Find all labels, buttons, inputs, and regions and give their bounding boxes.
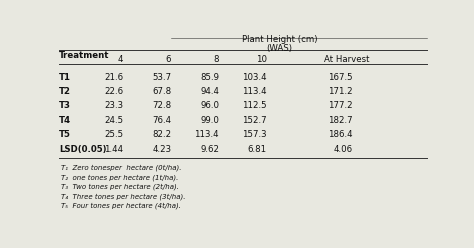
Text: 72.8: 72.8 bbox=[152, 101, 171, 110]
Text: 4.06: 4.06 bbox=[334, 145, 353, 154]
Text: Plant Height (cm): Plant Height (cm) bbox=[242, 34, 318, 44]
Text: T4: T4 bbox=[59, 116, 72, 125]
Text: Treatment: Treatment bbox=[59, 51, 110, 60]
Text: 21.6: 21.6 bbox=[104, 73, 124, 82]
Text: (WAS): (WAS) bbox=[267, 44, 292, 53]
Text: 4: 4 bbox=[118, 55, 124, 63]
Text: T₂  one tones per hectare (1t/ha).: T₂ one tones per hectare (1t/ha). bbox=[61, 174, 179, 181]
Text: 96.0: 96.0 bbox=[200, 101, 219, 110]
Text: 67.8: 67.8 bbox=[152, 87, 171, 96]
Text: 182.7: 182.7 bbox=[328, 116, 353, 125]
Text: T₄  Three tones per hectare (3t/ha).: T₄ Three tones per hectare (3t/ha). bbox=[61, 193, 186, 200]
Text: 10: 10 bbox=[256, 55, 267, 63]
Text: T3: T3 bbox=[59, 101, 71, 110]
Text: 177.2: 177.2 bbox=[328, 101, 353, 110]
Text: 9.62: 9.62 bbox=[200, 145, 219, 154]
Text: T₅  Four tones per hectare (4t/ha).: T₅ Four tones per hectare (4t/ha). bbox=[61, 203, 181, 209]
Text: T₃  Two tones per hectare (2t/ha).: T₃ Two tones per hectare (2t/ha). bbox=[61, 184, 179, 190]
Text: 22.6: 22.6 bbox=[104, 87, 124, 96]
Text: 8: 8 bbox=[214, 55, 219, 63]
Text: 103.4: 103.4 bbox=[242, 73, 267, 82]
Text: 4.23: 4.23 bbox=[152, 145, 171, 154]
Text: T1: T1 bbox=[59, 73, 71, 82]
Text: 113.4: 113.4 bbox=[194, 130, 219, 139]
Text: 23.3: 23.3 bbox=[104, 101, 124, 110]
Text: 25.5: 25.5 bbox=[104, 130, 124, 139]
Text: 24.5: 24.5 bbox=[104, 116, 124, 125]
Text: 186.4: 186.4 bbox=[328, 130, 353, 139]
Text: 157.3: 157.3 bbox=[242, 130, 267, 139]
Text: 82.2: 82.2 bbox=[152, 130, 171, 139]
Text: 76.4: 76.4 bbox=[152, 116, 171, 125]
Text: 113.4: 113.4 bbox=[242, 87, 267, 96]
Text: T₁  Zero tonesper  hectare (0t/ha).: T₁ Zero tonesper hectare (0t/ha). bbox=[61, 164, 182, 171]
Text: 112.5: 112.5 bbox=[242, 101, 267, 110]
Text: 53.7: 53.7 bbox=[152, 73, 171, 82]
Text: 6: 6 bbox=[166, 55, 171, 63]
Text: T5: T5 bbox=[59, 130, 71, 139]
Text: 1.44: 1.44 bbox=[104, 145, 124, 154]
Text: 152.7: 152.7 bbox=[242, 116, 267, 125]
Text: 171.2: 171.2 bbox=[328, 87, 353, 96]
Text: LSD(0.05): LSD(0.05) bbox=[59, 145, 107, 154]
Text: 167.5: 167.5 bbox=[328, 73, 353, 82]
Text: 6.81: 6.81 bbox=[248, 145, 267, 154]
Text: At Harvest: At Harvest bbox=[324, 55, 369, 63]
Text: 99.0: 99.0 bbox=[200, 116, 219, 125]
Text: 85.9: 85.9 bbox=[200, 73, 219, 82]
Text: 94.4: 94.4 bbox=[200, 87, 219, 96]
Text: T2: T2 bbox=[59, 87, 71, 96]
